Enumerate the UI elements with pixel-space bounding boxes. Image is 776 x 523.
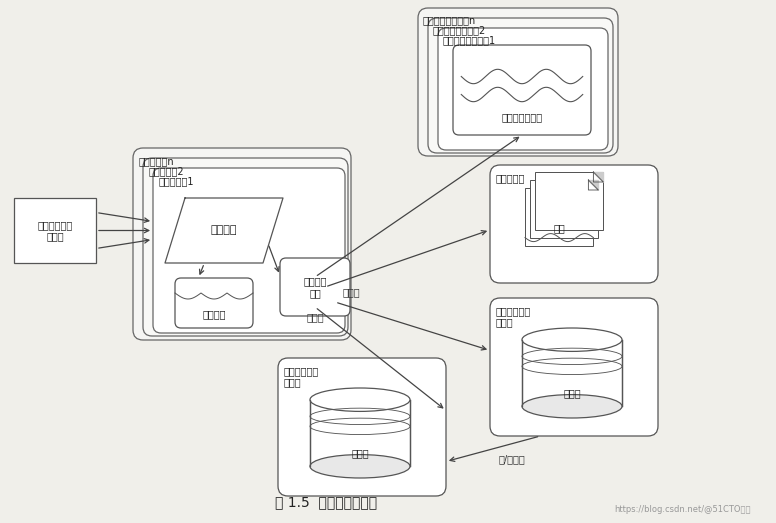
Text: 应用服务器1: 应用服务器1 (159, 176, 195, 186)
Text: 分布式缓存服务器1: 分布式缓存服务器1 (443, 35, 496, 45)
FancyBboxPatch shape (428, 18, 613, 153)
Ellipse shape (522, 394, 622, 418)
FancyBboxPatch shape (418, 8, 618, 156)
Bar (310, 400, 410, 467)
FancyBboxPatch shape (133, 148, 351, 340)
Text: 数据库服务器
（从）: 数据库服务器 （从） (284, 366, 319, 388)
Bar (522, 340, 622, 406)
Text: 写操作: 写操作 (343, 287, 361, 297)
Ellipse shape (310, 388, 410, 412)
FancyBboxPatch shape (175, 278, 253, 328)
FancyBboxPatch shape (490, 165, 658, 283)
Bar (535, 172, 604, 230)
Text: 应用服务器n: 应用服务器n (139, 156, 175, 166)
FancyBboxPatch shape (490, 298, 658, 436)
Text: 应用程序: 应用程序 (211, 225, 237, 235)
Text: 数据库服务器
（主）: 数据库服务器 （主） (496, 306, 532, 327)
FancyBboxPatch shape (278, 358, 446, 496)
Text: 读操作: 读操作 (307, 312, 324, 322)
Ellipse shape (310, 454, 410, 478)
Text: 本地缓存: 本地缓存 (203, 309, 226, 319)
Text: 文件: 文件 (553, 223, 565, 233)
Text: 远程分布式缓存: 远程分布式缓存 (501, 112, 542, 122)
FancyBboxPatch shape (453, 45, 591, 135)
Text: https://blog.csdn.net/@51CTO博客: https://blog.csdn.net/@51CTO博客 (615, 505, 751, 515)
Polygon shape (584, 188, 594, 198)
Text: 文件服务器: 文件服务器 (496, 173, 525, 183)
FancyBboxPatch shape (280, 258, 350, 316)
Polygon shape (588, 180, 598, 190)
Text: 应用服务器2: 应用服务器2 (149, 166, 185, 176)
Text: 负载均衡调度
服务器: 负载均衡调度 服务器 (37, 220, 73, 241)
Text: 分布式缓存服务器n: 分布式缓存服务器n (423, 15, 476, 25)
Polygon shape (165, 198, 283, 263)
Text: 图 1.5  数据库读写分离: 图 1.5 数据库读写分离 (275, 495, 377, 509)
FancyBboxPatch shape (438, 28, 608, 150)
Text: 分布式缓存服务器2: 分布式缓存服务器2 (433, 25, 487, 35)
FancyBboxPatch shape (143, 158, 348, 336)
Bar (525, 188, 594, 246)
Bar (14, 198, 96, 263)
Text: 数据访问
模块: 数据访问 模块 (303, 276, 327, 298)
Polygon shape (594, 172, 604, 182)
Text: 数据库: 数据库 (563, 388, 580, 398)
Text: 数据库: 数据库 (352, 448, 369, 458)
Ellipse shape (522, 328, 622, 351)
FancyBboxPatch shape (153, 168, 345, 333)
Bar (530, 180, 598, 237)
Text: 主/从复制: 主/从复制 (498, 454, 525, 464)
